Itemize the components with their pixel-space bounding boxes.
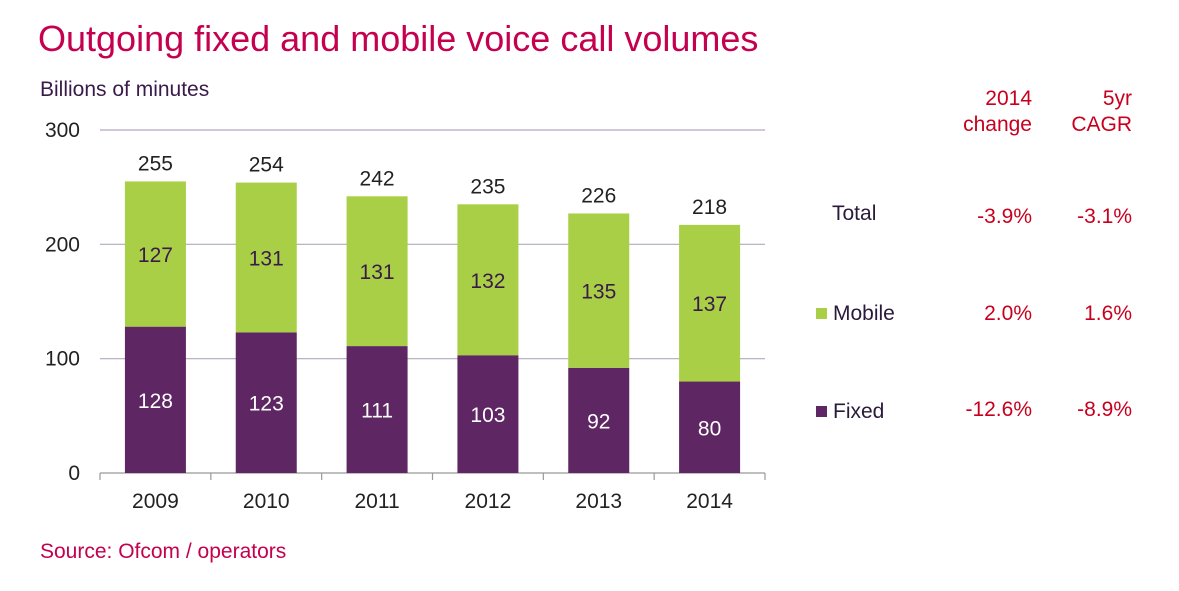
bar-mobile xyxy=(346,196,408,347)
data-label-fixed: 111 xyxy=(361,400,393,423)
data-label-mobile: 135 xyxy=(581,281,616,304)
bar-mobile xyxy=(457,204,519,356)
bar-fixed xyxy=(346,346,408,473)
data-label-mobile: 127 xyxy=(138,244,173,267)
table-header-change-line2: change xyxy=(963,113,1032,136)
bar-fixed xyxy=(679,381,741,473)
table-row-fixed-change: -12.6% xyxy=(965,398,1032,421)
table-header-change: 2014 change xyxy=(940,86,1032,138)
data-labels: 128 127 255 123 131 254 111 131 242 103 132 235 92 13… xyxy=(138,152,727,440)
bar-mobile xyxy=(235,182,297,333)
table-row-mobile-name: Mobile xyxy=(816,302,895,326)
data-label-total: 235 xyxy=(470,175,505,198)
table-row-label: Fixed xyxy=(833,400,885,423)
x-tick-label: 2010 xyxy=(243,490,290,513)
table-header-cagr: 5yr CAGR xyxy=(1050,86,1132,138)
bar-fixed xyxy=(124,326,186,473)
table-row-total-cagr: -3.1% xyxy=(1077,205,1132,228)
gridlines xyxy=(100,129,765,360)
y-tick-label: 200 xyxy=(45,233,80,256)
table-row-total-change: -3.9% xyxy=(977,205,1032,228)
table-row-fixed-name: Fixed xyxy=(816,400,884,424)
mobile-legend-swatch xyxy=(816,308,827,319)
y-tick-label: 0 xyxy=(68,462,80,485)
table-row-total-name: Total xyxy=(832,202,876,226)
x-tick-label: 2011 xyxy=(354,490,399,513)
table-row-label: Mobile xyxy=(833,302,895,325)
data-label-mobile: 137 xyxy=(692,293,727,316)
data-label-mobile: 132 xyxy=(470,270,505,293)
bar-fixed xyxy=(457,355,519,473)
data-label-total: 226 xyxy=(581,184,616,207)
table-row-label: Total xyxy=(832,202,877,225)
x-tick-label: 2009 xyxy=(132,490,179,513)
bar-mobile xyxy=(124,181,186,327)
table-row-fixed-cagr: -8.9% xyxy=(1077,398,1132,421)
data-label-total: 254 xyxy=(249,154,284,177)
data-label-mobile: 131 xyxy=(249,247,284,270)
data-label-total: 218 xyxy=(692,196,727,219)
bar-mobile xyxy=(568,213,630,368)
y-axis-label: Billions of minutes xyxy=(40,78,210,101)
x-tick-label: 2014 xyxy=(686,490,733,513)
table-row-mobile-cagr: 1.6% xyxy=(1084,302,1132,325)
x-tick-label: 2013 xyxy=(575,490,622,513)
data-label-mobile: 131 xyxy=(360,261,395,284)
data-label-fixed: 103 xyxy=(470,404,505,427)
axes: 0 100 200 300 2009 2010 2011 2012 2013 2014 xyxy=(45,119,766,513)
data-label-fixed: 92 xyxy=(587,410,610,433)
data-label-fixed: 128 xyxy=(138,390,173,413)
bar-mobile xyxy=(679,224,741,382)
y-tick-label: 100 xyxy=(45,348,80,371)
chart-title: Outgoing fixed and mobile voice call vol… xyxy=(38,18,759,59)
data-label-total: 242 xyxy=(360,167,395,190)
table-header-cagr-line2: CAGR xyxy=(1071,113,1132,136)
x-tick-label: 2012 xyxy=(465,490,512,513)
data-label-total: 255 xyxy=(138,152,173,175)
bars xyxy=(124,181,741,473)
table-header-change-line1: 2014 xyxy=(985,87,1032,110)
table-row-mobile-change: 2.0% xyxy=(984,302,1032,325)
data-label-fixed: 123 xyxy=(249,393,284,416)
table-header-cagr-line1: 5yr xyxy=(1102,87,1132,110)
bar-fixed xyxy=(568,367,630,473)
bar-fixed xyxy=(235,332,297,473)
fixed-legend-swatch xyxy=(816,406,827,417)
data-label-fixed: 80 xyxy=(698,417,721,440)
y-tick-label: 300 xyxy=(45,119,80,142)
source-note: Source: Ofcom / operators xyxy=(40,540,287,563)
